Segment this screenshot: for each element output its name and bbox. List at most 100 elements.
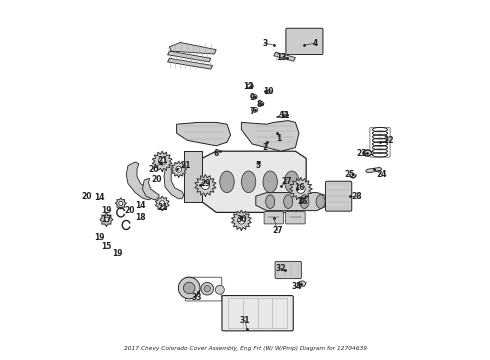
Text: 33: 33 [191, 292, 202, 302]
Text: 19: 19 [112, 249, 122, 258]
Ellipse shape [242, 171, 256, 193]
Polygon shape [155, 196, 169, 211]
Text: 22: 22 [384, 136, 394, 145]
Text: 21: 21 [157, 156, 168, 165]
Polygon shape [170, 42, 216, 54]
Text: 31: 31 [240, 316, 250, 325]
Ellipse shape [280, 111, 288, 117]
Text: 20: 20 [151, 175, 162, 184]
FancyBboxPatch shape [222, 296, 293, 331]
Circle shape [176, 166, 182, 172]
Polygon shape [202, 151, 306, 212]
Text: 28: 28 [351, 192, 362, 201]
Circle shape [158, 157, 166, 165]
Circle shape [104, 217, 109, 222]
Polygon shape [100, 213, 113, 226]
Text: 27: 27 [281, 177, 292, 186]
Text: 9: 9 [249, 93, 255, 102]
Text: 20: 20 [81, 192, 92, 201]
Polygon shape [152, 151, 172, 171]
Text: 4: 4 [313, 39, 318, 48]
Text: 17: 17 [101, 215, 112, 224]
Polygon shape [195, 175, 216, 196]
Text: 16: 16 [294, 183, 304, 192]
Polygon shape [256, 193, 328, 211]
Ellipse shape [220, 171, 234, 193]
Text: 3: 3 [262, 39, 268, 48]
Text: 20: 20 [124, 206, 135, 215]
Text: 5: 5 [255, 161, 260, 170]
Ellipse shape [215, 285, 224, 294]
Text: 1: 1 [276, 134, 282, 143]
Text: 11: 11 [279, 111, 290, 120]
Text: 32: 32 [276, 264, 286, 273]
Ellipse shape [204, 285, 210, 292]
Ellipse shape [201, 282, 214, 295]
Text: 18: 18 [135, 213, 146, 222]
Text: 27: 27 [272, 226, 283, 235]
Text: 2: 2 [262, 143, 268, 152]
FancyBboxPatch shape [286, 212, 305, 224]
Polygon shape [168, 51, 211, 62]
Text: 2017 Chevy Colorado Cover Assembly, Eng Frt (W/ W/Pmp) Diagram for 12704639: 2017 Chevy Colorado Cover Assembly, Eng … [123, 346, 367, 351]
FancyBboxPatch shape [275, 261, 301, 279]
Ellipse shape [316, 195, 325, 208]
Polygon shape [176, 122, 231, 146]
Text: 8: 8 [257, 100, 262, 109]
Ellipse shape [363, 150, 372, 156]
Polygon shape [274, 52, 295, 61]
Polygon shape [232, 210, 251, 230]
Polygon shape [116, 198, 126, 209]
Text: 12: 12 [244, 82, 254, 91]
Ellipse shape [300, 195, 309, 208]
Ellipse shape [267, 90, 271, 93]
Polygon shape [164, 166, 184, 199]
Ellipse shape [251, 94, 257, 99]
Ellipse shape [259, 102, 264, 106]
Ellipse shape [263, 171, 277, 193]
Circle shape [201, 181, 210, 189]
Text: 13: 13 [276, 53, 286, 62]
Circle shape [159, 201, 165, 206]
Polygon shape [184, 151, 202, 202]
Text: 14: 14 [94, 194, 104, 202]
Polygon shape [242, 121, 299, 151]
Text: 6: 6 [214, 149, 219, 158]
Text: 23: 23 [357, 149, 367, 158]
FancyBboxPatch shape [264, 212, 284, 224]
Text: 30: 30 [236, 215, 246, 224]
Polygon shape [126, 162, 153, 200]
Text: 19: 19 [101, 206, 112, 215]
Text: 25: 25 [344, 170, 355, 179]
Text: 7: 7 [249, 107, 255, 116]
Text: 21: 21 [157, 202, 168, 211]
Text: 21: 21 [180, 161, 191, 170]
Polygon shape [143, 178, 159, 200]
FancyBboxPatch shape [286, 28, 323, 54]
Ellipse shape [285, 171, 299, 193]
Polygon shape [171, 161, 187, 177]
Polygon shape [289, 177, 312, 201]
Ellipse shape [280, 114, 286, 118]
Text: 24: 24 [376, 170, 387, 179]
Ellipse shape [178, 277, 200, 299]
Ellipse shape [284, 195, 293, 208]
Text: 14: 14 [135, 201, 146, 210]
Polygon shape [297, 281, 306, 286]
Text: 10: 10 [263, 87, 273, 96]
Text: 15: 15 [101, 242, 112, 251]
FancyBboxPatch shape [325, 181, 352, 211]
Circle shape [238, 216, 245, 224]
Circle shape [119, 201, 123, 206]
Text: 34: 34 [292, 282, 302, 291]
Polygon shape [168, 58, 213, 69]
Polygon shape [366, 167, 382, 173]
Text: 26: 26 [297, 197, 308, 206]
Text: 19: 19 [94, 233, 104, 242]
Circle shape [296, 185, 305, 193]
Ellipse shape [183, 282, 195, 294]
Ellipse shape [251, 107, 258, 112]
Text: 20: 20 [148, 165, 158, 174]
Ellipse shape [266, 195, 275, 208]
Text: 29: 29 [200, 179, 211, 188]
